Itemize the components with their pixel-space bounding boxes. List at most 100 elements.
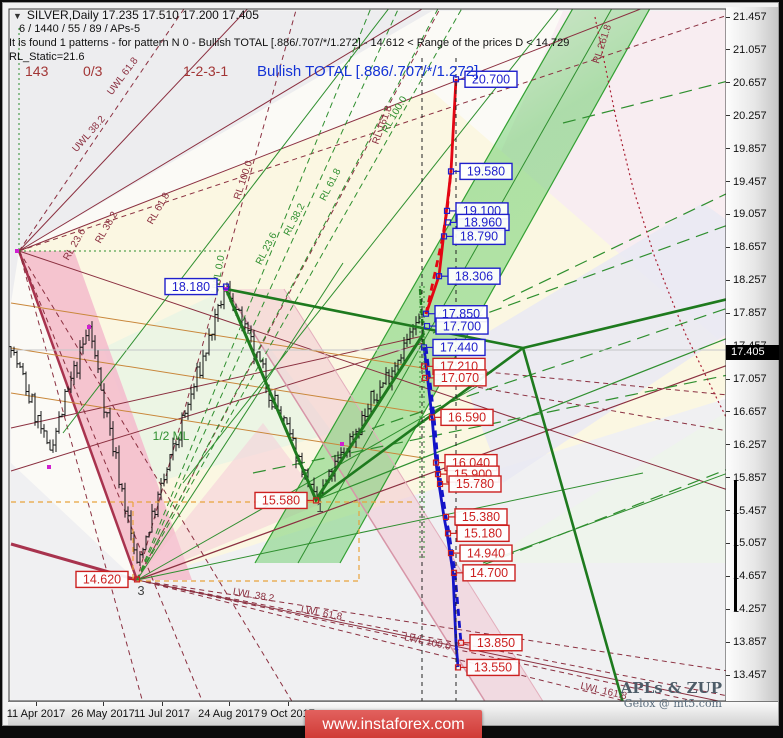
trend-line: [594, 16, 726, 419]
trend-line: [562, 80, 726, 124]
price-target-label[interactable]: 14.940: [447, 544, 513, 562]
shaded-region: [19, 251, 192, 580]
svg-text:18.306: 18.306: [455, 269, 493, 283]
x-axis-tick-mark: [229, 702, 230, 706]
y-axis-tick: 21.057: [726, 44, 778, 56]
y-axis-tick: 16.257: [726, 439, 778, 451]
swing-dot: [47, 465, 51, 469]
svg-text:18.960: 18.960: [464, 216, 502, 230]
trend-line: [136, 9, 399, 581]
trend-line: [18, 250, 203, 701]
y-axis-tick: 21.457: [726, 11, 778, 23]
trend-line: [136, 9, 463, 581]
y-axis-tick: 19.457: [726, 176, 778, 188]
price-target-label[interactable]: 13.550: [454, 658, 520, 677]
svg-text:13.550: 13.550: [474, 661, 512, 675]
trend-line: [18, 250, 293, 701]
y-axis-tick: 20.657: [726, 77, 778, 89]
zup-pattern-line: [315, 346, 524, 502]
trend-line: [136, 579, 726, 672]
y-axis-tick: 19.857: [726, 143, 778, 155]
price-target-label[interactable]: 15.780: [436, 475, 502, 493]
svg-text:17.700: 17.700: [443, 319, 481, 333]
svg-text:15.780: 15.780: [456, 477, 494, 491]
svg-text:17.440: 17.440: [440, 341, 478, 355]
swing-dot: [87, 325, 91, 329]
trend-line: [136, 579, 697, 701]
price-target-label[interactable]: 14.700: [450, 564, 516, 582]
shaded-region: [226, 289, 543, 701]
trend-line: [10, 335, 424, 429]
bullish-projection-dashed: [424, 170, 453, 315]
price-target-label[interactable]: 17.700: [423, 317, 489, 335]
y-axis-tick: 18.657: [726, 241, 778, 253]
price-target-label[interactable]: 18.180: [164, 277, 230, 296]
trend-line: [136, 579, 721, 701]
trend-line: [136, 262, 344, 581]
trend-line: [423, 365, 726, 396]
y-axis-tick: 17.857: [726, 307, 778, 319]
swing-dot: [340, 442, 344, 446]
price-target-label[interactable]: 17.070: [421, 369, 487, 387]
trend-line: [18, 250, 726, 490]
trend-line: [136, 365, 726, 581]
price-target-label[interactable]: 18.306: [435, 267, 501, 285]
x-axis-tick-mark: [103, 702, 104, 706]
y-axis-tick: 17.057: [726, 373, 778, 385]
svg-text:14.700: 14.700: [470, 566, 508, 580]
price-target-label[interactable]: 17.440: [420, 338, 486, 357]
trend-line: [10, 392, 424, 459]
pattern-point-label: 1: [316, 500, 323, 515]
x-axis-tick-mark: [36, 702, 37, 706]
trend-line: [225, 288, 486, 701]
trend-line: [283, 288, 544, 701]
instaforex-banner[interactable]: www.instaforex.com: [305, 710, 482, 738]
trend-line: [482, 469, 726, 566]
price-target-label[interactable]: 19.580: [447, 162, 513, 181]
x-axis-tick: 11 Apr 2017: [6, 708, 66, 720]
y-axis-tick: 15.457: [726, 505, 778, 517]
current-price-tag: 17.405: [726, 344, 779, 360]
swing-dot: [15, 249, 19, 253]
price-target-label[interactable]: 18.790: [440, 227, 506, 246]
price-target-label[interactable]: 20.700: [452, 70, 518, 88]
zup-pattern-line: [522, 298, 726, 350]
trend-line: [482, 473, 726, 564]
pattern-point-label: 3: [137, 583, 144, 598]
y-axis-tick: 14.657: [726, 570, 778, 582]
price-target-label[interactable]: 13.850: [457, 634, 523, 652]
x-axis-tick: 26 May 2017: [71, 708, 135, 720]
svg-text:17.070: 17.070: [441, 371, 479, 385]
trend-line: [10, 302, 424, 369]
trend-line: [136, 9, 372, 581]
svg-text:16.590: 16.590: [448, 411, 486, 425]
price-target-label[interactable]: 16.590: [428, 408, 494, 427]
svg-text:15.580: 15.580: [262, 494, 300, 508]
price-target-label[interactable]: 18.960: [444, 213, 510, 232]
trend-line: [315, 338, 726, 501]
svg-text:15.380: 15.380: [462, 510, 500, 524]
svg-text:15.180: 15.180: [464, 527, 502, 541]
x-axis-tick-mark: [288, 702, 289, 706]
trend-line: [18, 9, 423, 252]
price-target-label[interactable]: 15.380: [442, 508, 508, 526]
trend-line: [17, 250, 139, 581]
y-axis-tick: 18.257: [726, 274, 778, 286]
trend-line: [18, 250, 143, 701]
price-target-label[interactable]: 14.620: [75, 570, 141, 589]
price-axis-range-bar: [734, 479, 737, 612]
y-axis-tick: 14.257: [726, 603, 778, 615]
price-target-label[interactable]: 15.180: [444, 524, 510, 543]
price-target-label[interactable]: 15.580: [254, 491, 320, 510]
watermark: APLs & ZUP Gelox @ mt5.com: [621, 679, 722, 710]
shaded-region: [255, 9, 650, 563]
bearish-projection-dashed: [424, 346, 463, 644]
trend-line: [136, 9, 441, 581]
y-axis-tick: 19.057: [726, 208, 778, 220]
shaded-region: [11, 398, 726, 701]
bearish-projection-line: [422, 346, 460, 668]
